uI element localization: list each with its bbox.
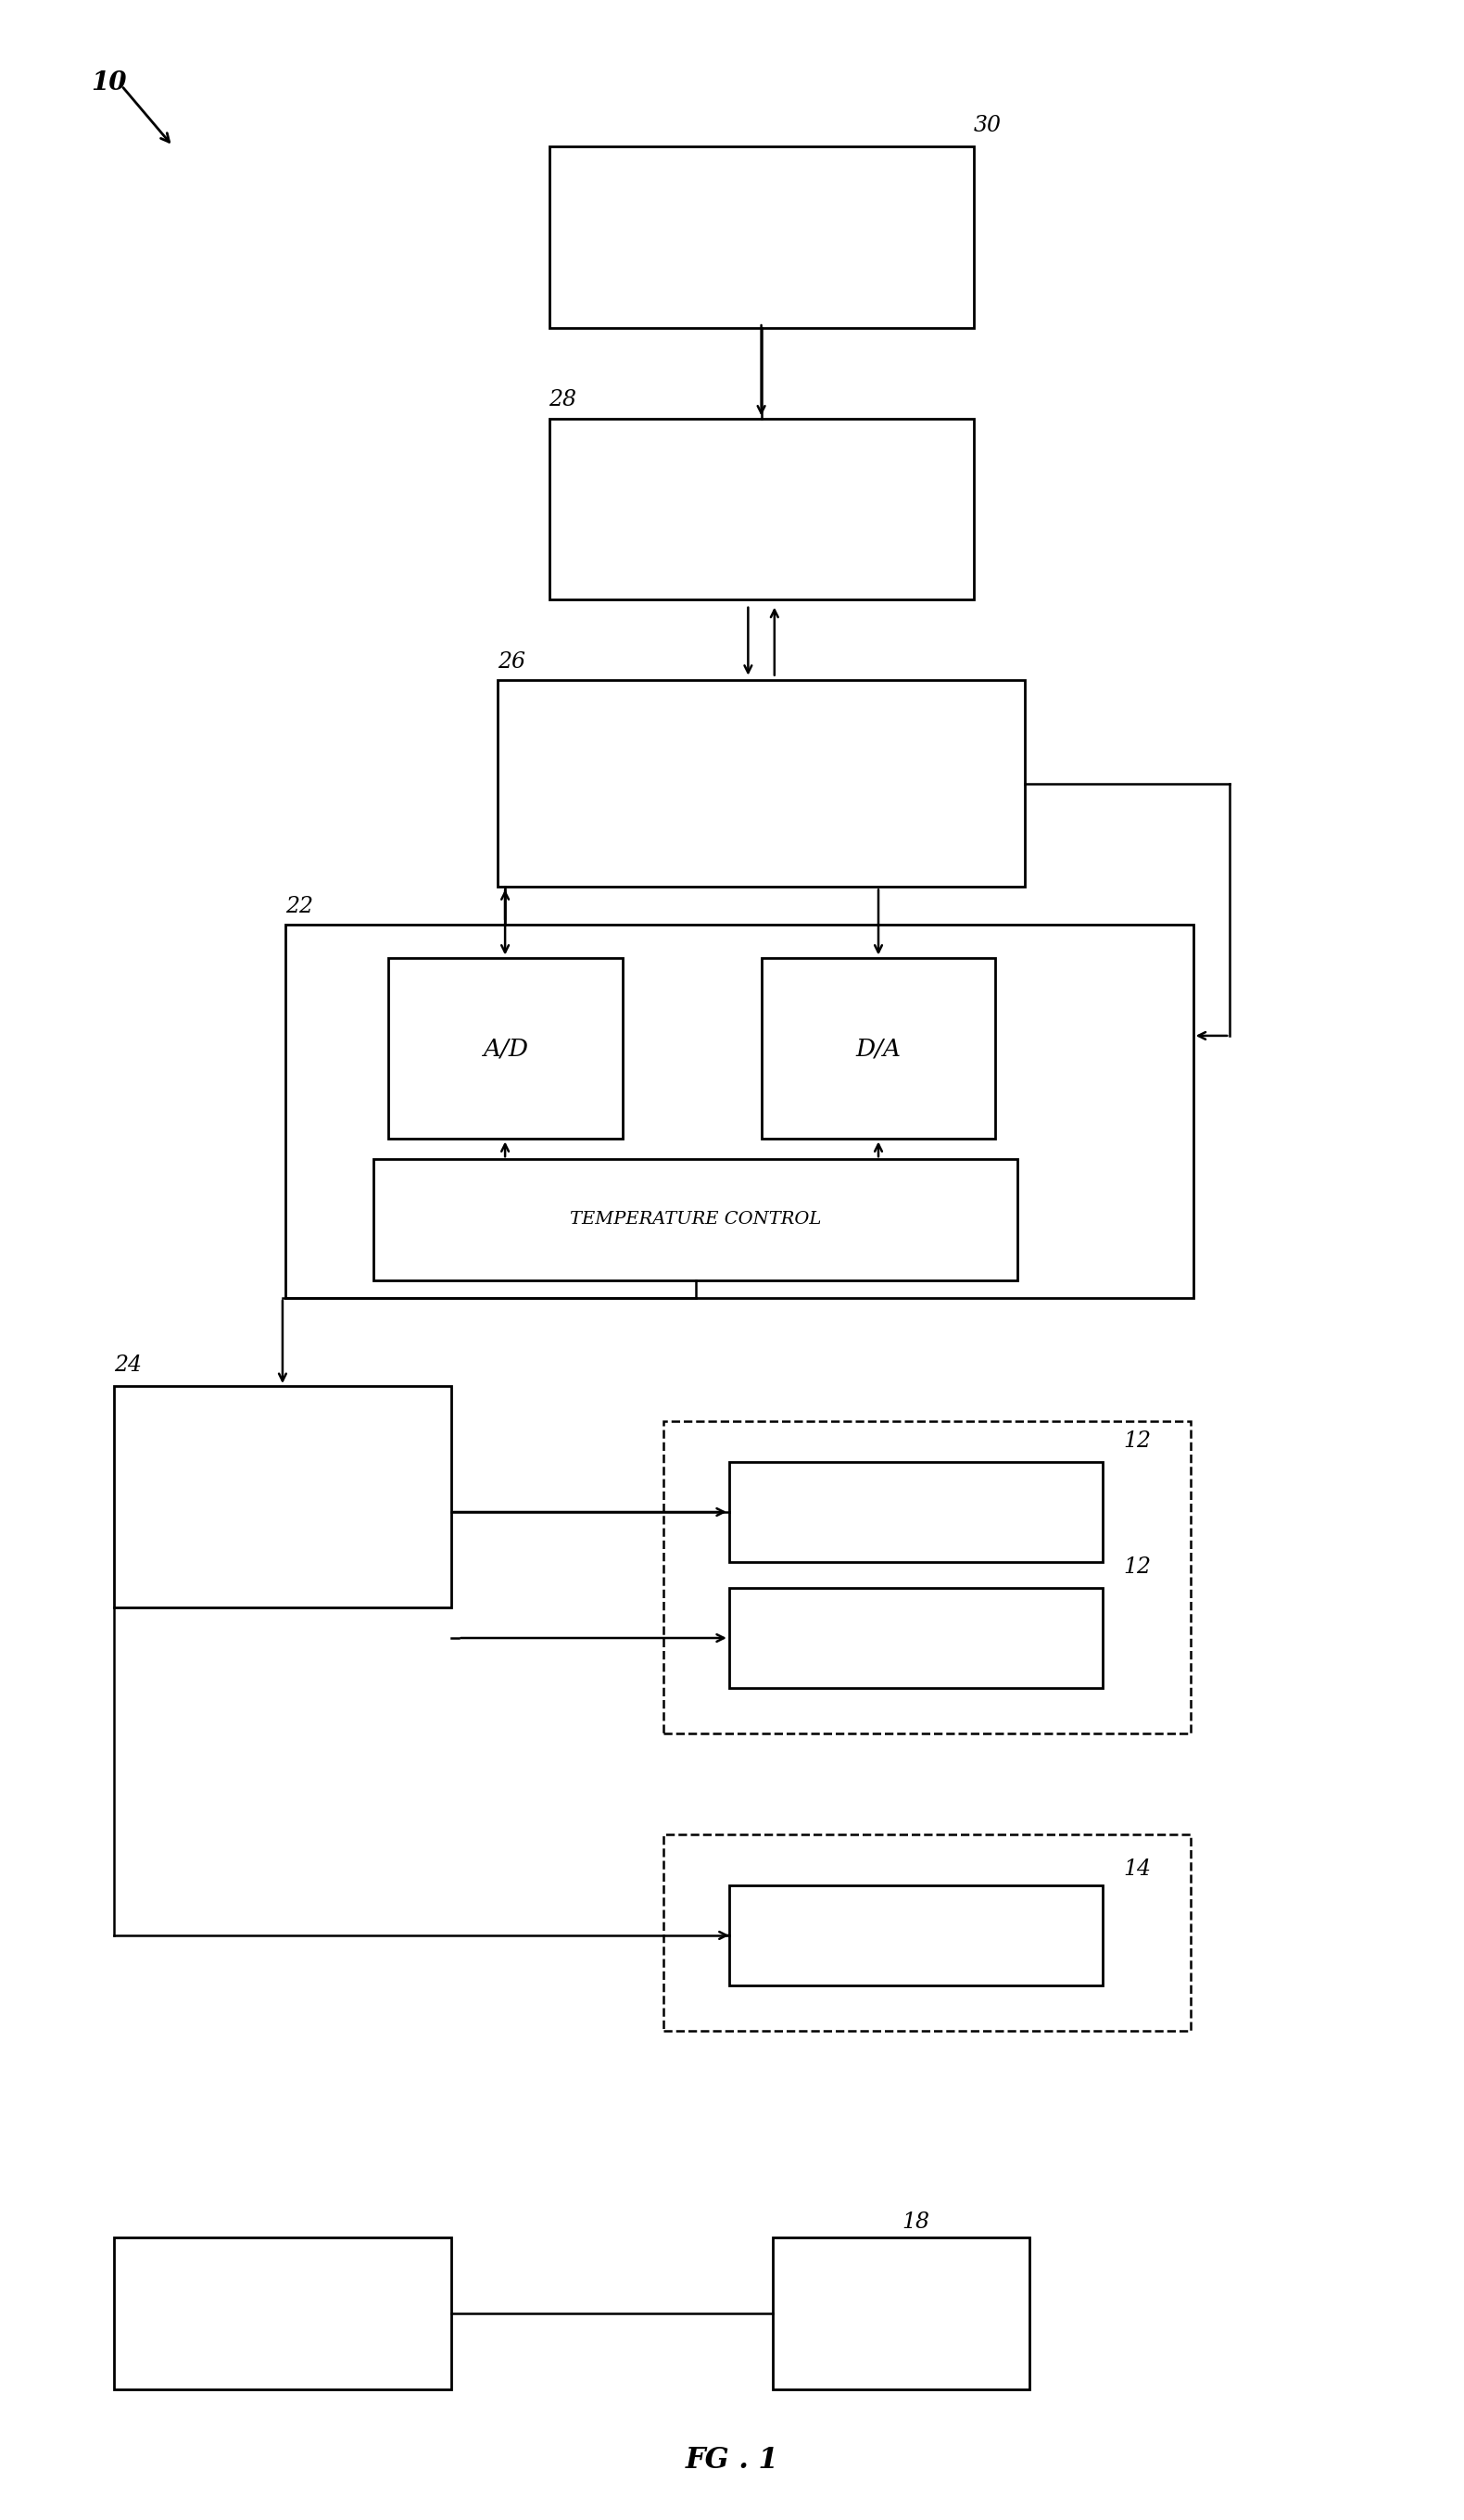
Text: 30: 30 [974, 116, 1001, 136]
Bar [773, 2238, 1029, 2389]
Text: 18: 18 [902, 2213, 930, 2233]
Bar [761, 958, 996, 1139]
Bar [498, 680, 1025, 887]
Bar [549, 146, 974, 328]
Text: 24: 24 [114, 1356, 142, 1376]
Text: 22: 22 [285, 897, 313, 917]
Bar [388, 958, 622, 1139]
Bar [285, 925, 1193, 1298]
Text: FG . 1: FG . 1 [685, 2447, 779, 2475]
Text: D/A: D/A [855, 1036, 902, 1061]
Bar [549, 418, 974, 600]
Bar [729, 1462, 1102, 1562]
Text: TEMPERATURE CONTROL: TEMPERATURE CONTROL [569, 1212, 821, 1227]
Text: 14: 14 [1123, 1860, 1151, 1880]
Text: 12: 12 [1123, 1557, 1151, 1578]
Text: 12: 12 [1123, 1431, 1151, 1452]
Bar [729, 1588, 1102, 1688]
Text: 26: 26 [498, 653, 526, 673]
Bar [663, 1835, 1190, 2031]
Text: 28: 28 [549, 391, 577, 411]
Bar [114, 2238, 451, 2389]
Bar [373, 1159, 1017, 1280]
Text: 10: 10 [91, 71, 126, 96]
Bar [114, 1386, 451, 1608]
Text: A/D: A/D [482, 1036, 529, 1061]
Bar [663, 1421, 1190, 1734]
Bar [729, 1885, 1102, 1986]
